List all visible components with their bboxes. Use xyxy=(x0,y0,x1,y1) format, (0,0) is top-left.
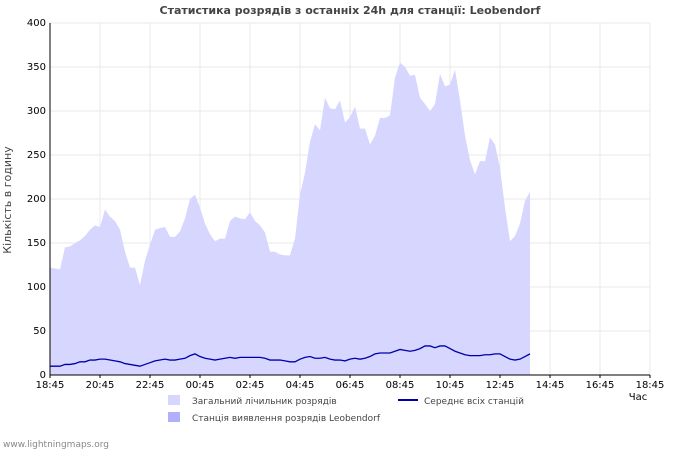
x-tick-label: 22:45 xyxy=(136,380,165,391)
x-tick-label: 00:45 xyxy=(186,380,215,391)
y-tick-label: 200 xyxy=(27,194,46,205)
x-tick-label: 20:45 xyxy=(86,380,115,391)
x-tick-label: 16:45 xyxy=(586,380,615,391)
legend-label-average: Середнє всіх станцій xyxy=(424,397,524,407)
x-tick-label: 10:45 xyxy=(436,380,465,391)
legend-swatch-total xyxy=(168,395,180,405)
y-tick-label: 150 xyxy=(27,238,46,249)
y-tick-label: 250 xyxy=(27,150,46,161)
x-tick-label: 02:45 xyxy=(236,380,265,391)
chart-title: Статистика розрядів з останніх 24h для с… xyxy=(160,4,541,17)
y-tick-label: 400 xyxy=(27,18,46,29)
x-tick-label: 18:45 xyxy=(636,380,665,391)
x-tick-label: 08:45 xyxy=(386,380,415,391)
y-tick-label: 50 xyxy=(33,326,46,337)
x-axis-label: Час xyxy=(629,392,647,403)
x-tick-label: 18:45 xyxy=(36,380,65,391)
tick-labels: 0 50 100 150 200 250 300 350 400 18:45 20:45 22:45 0… xyxy=(27,18,665,391)
series-total-area xyxy=(50,62,530,375)
y-axis-label: Кількість в годину xyxy=(1,146,14,254)
x-tick-label: 12:45 xyxy=(486,380,515,391)
y-tick-label: 350 xyxy=(27,62,46,73)
x-tick-label: 06:45 xyxy=(336,380,365,391)
y-tick-label: 300 xyxy=(27,106,46,117)
legend-label-total: Загальний лічильник розрядів xyxy=(192,397,337,407)
legend-label-station: Станція виявлення розрядів Leobendorf xyxy=(192,414,381,424)
legend-swatch-station xyxy=(168,412,180,422)
plot-area xyxy=(50,62,531,375)
axes xyxy=(49,23,651,378)
x-tick-label: 14:45 xyxy=(536,380,565,391)
x-tick-label: 04:45 xyxy=(286,380,315,391)
y-tick-label: 100 xyxy=(27,282,46,293)
y-tick-label: 0 xyxy=(40,370,46,381)
series-average-line xyxy=(50,345,531,367)
legend: Загальний лічильник розрядів Середнє всі… xyxy=(168,395,524,424)
footer-credit: www.lightningmaps.org xyxy=(3,440,109,450)
